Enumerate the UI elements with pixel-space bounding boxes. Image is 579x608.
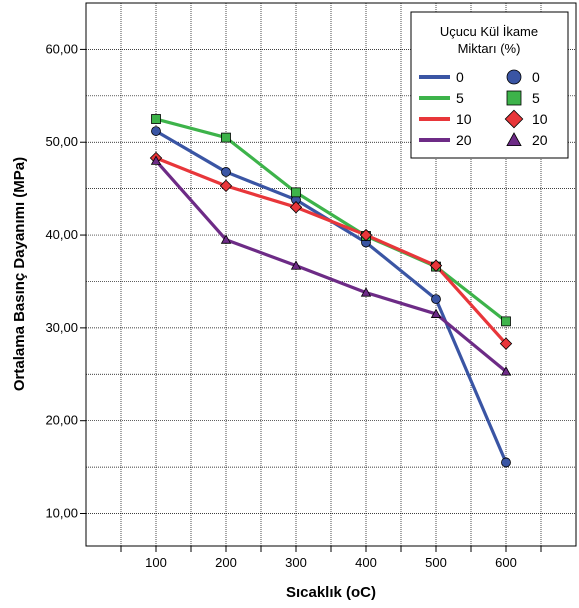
legend-box	[410, 11, 569, 159]
y-tick-label: 60,00	[45, 41, 78, 56]
data-point-20	[220, 234, 232, 244]
series-lines	[154, 117, 508, 464]
data-point-20	[290, 260, 302, 270]
y-axis-title: Ortalama Basınç Dayanımı (MPa)	[11, 157, 28, 391]
series-line-0	[155, 129, 508, 464]
data-point-0	[221, 167, 231, 177]
data-point-0	[431, 294, 441, 304]
legend-marker-10	[504, 109, 524, 129]
legend-line-label: 20	[456, 132, 472, 148]
legend-entries: 0 0 5 5 10 10 20 20	[419, 69, 548, 148]
data-point-0	[501, 457, 511, 468]
data-point-5	[221, 132, 231, 143]
y-tick-label: 20,00	[45, 413, 78, 428]
series-markers	[149, 114, 513, 468]
data-point-5	[291, 187, 301, 198]
x-axis-title: Sıcaklık (oC)	[286, 584, 376, 601]
x-tick-label: 600	[495, 555, 517, 570]
legend-line-label: 0	[456, 69, 464, 85]
legend-title-line2: Miktarı (%)	[458, 41, 521, 56]
data-point-10	[359, 228, 373, 242]
data-point-5	[151, 114, 161, 124]
data-point-10	[429, 259, 443, 272]
data-point-20	[500, 366, 512, 376]
series-line-5	[155, 117, 507, 323]
legend-marker-label: 5	[532, 90, 540, 106]
legend-marker-5	[506, 90, 522, 106]
x-tick-label: 200	[215, 555, 237, 570]
y-tick-label: 10,00	[45, 506, 78, 521]
legend-line-label: 10	[456, 111, 472, 127]
data-point-0	[151, 126, 161, 136]
legend-marker-label: 10	[532, 111, 548, 127]
data-point-20	[430, 308, 442, 318]
y-tick-label: 50,00	[45, 134, 78, 149]
data-point-20	[150, 155, 162, 165]
x-tick-label: 100	[145, 555, 167, 570]
x-tick-label: 300	[285, 555, 307, 570]
series-line-20	[154, 159, 508, 373]
data-point-10	[289, 201, 303, 214]
data-point-5	[501, 316, 511, 327]
legend-marker-label: 0	[532, 69, 540, 85]
legend-marker-label: 20	[532, 132, 548, 148]
legend: Uçucu Kül İkame Miktarı (%) 0 0 5 5 10 10 20 20	[410, 11, 569, 159]
legend-line-label: 5	[456, 90, 464, 106]
series-line-10	[155, 156, 508, 345]
y-tick-label: 30,00	[45, 320, 78, 335]
data-point-10	[499, 337, 513, 350]
data-point-10	[219, 179, 233, 193]
x-tick-label: 500	[425, 555, 447, 570]
y-tick-label: 40,00	[45, 227, 78, 242]
data-point-20	[360, 287, 372, 297]
legend-marker-0	[506, 69, 522, 85]
legend-title-line1: Uçucu Kül İkame	[440, 24, 538, 39]
legend-marker-20	[506, 132, 522, 147]
x-tick-label: 400	[355, 555, 377, 570]
